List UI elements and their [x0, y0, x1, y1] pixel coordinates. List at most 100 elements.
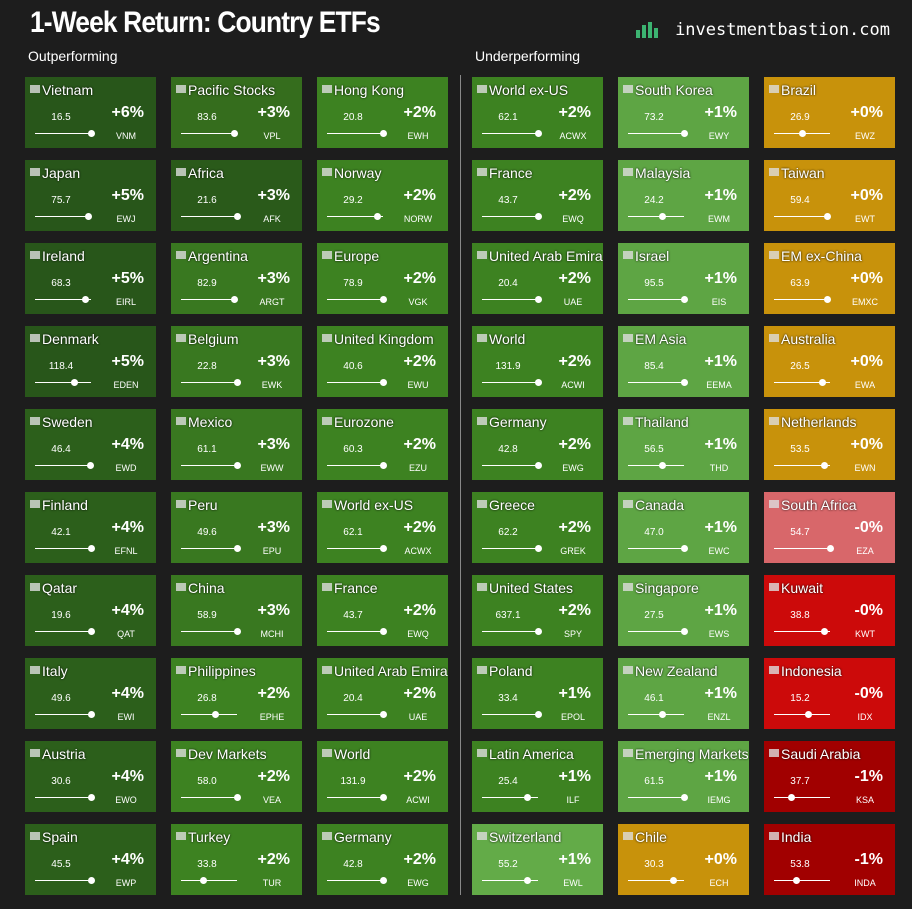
- flag: [477, 417, 487, 425]
- range-track: [774, 631, 830, 632]
- flag: [477, 251, 487, 259]
- range-track: [774, 797, 830, 798]
- weekly-return: +2%: [558, 353, 591, 370]
- flag: [30, 583, 40, 591]
- etf-tile: World ex-US 62.1 +2% ACWX: [317, 492, 448, 563]
- flag: [30, 500, 40, 508]
- weekly-return: +2%: [403, 519, 436, 536]
- weekly-return: +0%: [850, 187, 883, 204]
- weekly-return: +2%: [558, 270, 591, 287]
- flag: [176, 749, 186, 757]
- etf-tile: Chile 30.3 +0% ECH: [618, 824, 749, 895]
- ticker: QAT: [117, 629, 135, 639]
- price: 68.3: [51, 278, 71, 289]
- weekly-return: +1%: [704, 685, 737, 702]
- range-track: [181, 631, 237, 632]
- ticker: ACWI: [561, 380, 585, 390]
- etf-tile: China 58.9 +3% MCHI: [171, 575, 302, 646]
- price: 62.1: [343, 527, 363, 538]
- range-track: [35, 382, 91, 383]
- flag: [30, 251, 40, 259]
- range-track: [35, 299, 91, 300]
- ticker: ENZL: [707, 712, 731, 722]
- country-name: Ireland: [42, 248, 85, 264]
- weekly-return: +1%: [704, 768, 737, 785]
- flag: [477, 666, 487, 674]
- range-track: [628, 465, 684, 466]
- country-name: Qatar: [42, 580, 78, 596]
- flag: [30, 666, 40, 674]
- ticker: ILF: [566, 795, 580, 805]
- country-name: Dev Markets: [188, 746, 267, 762]
- ticker: ARGT: [259, 297, 285, 307]
- ticker: EWK: [261, 380, 283, 390]
- ticker: EIS: [711, 297, 727, 307]
- country-name: Singapore: [635, 580, 699, 596]
- ticker: EWN: [854, 463, 876, 473]
- country-name: Denmark: [42, 331, 99, 347]
- range-marker: [234, 462, 241, 469]
- country-name: Brazil: [781, 82, 817, 98]
- etf-tile: Italy 49.6 +4% EWI: [25, 658, 156, 729]
- range-marker: [234, 213, 241, 220]
- etf-tile: Japan 75.7 +5% EWJ: [25, 160, 156, 231]
- range-marker: [380, 794, 387, 801]
- weekly-return: +4%: [111, 519, 144, 536]
- section-title: Outperforming: [28, 48, 118, 64]
- range-marker: [681, 379, 688, 386]
- price: 20.4: [498, 278, 518, 289]
- flag: [322, 251, 332, 259]
- range-track: [774, 382, 830, 383]
- country-name: Thailand: [635, 414, 689, 430]
- ticker: VEA: [262, 795, 281, 805]
- ticker: MCHI: [260, 629, 284, 639]
- range-track: [482, 880, 538, 881]
- etf-tile: Emerging Markets 61.5 +1% IEMG: [618, 741, 749, 812]
- range-marker: [523, 877, 531, 884]
- flag: [623, 749, 633, 757]
- price: 55.2: [498, 859, 518, 870]
- range-marker: [374, 213, 382, 220]
- range-marker: [200, 877, 208, 884]
- divider: [460, 75, 461, 895]
- price: 26.8: [197, 693, 217, 704]
- price: 20.4: [343, 693, 363, 704]
- etf-tile: Australia 26.5 +0% EWA: [764, 326, 895, 397]
- flag: [322, 749, 332, 757]
- country-name: Chile: [635, 829, 667, 845]
- ticker: EWI: [117, 712, 135, 722]
- range-marker: [380, 628, 387, 635]
- range-track: [181, 465, 237, 466]
- price: 62.2: [498, 527, 518, 538]
- price: 75.7: [51, 195, 71, 206]
- country-name: United States: [489, 580, 574, 596]
- range-marker: [535, 379, 542, 386]
- range-track: [628, 631, 684, 632]
- weekly-return: +1%: [704, 436, 737, 453]
- range-track: [482, 631, 538, 632]
- etf-tile: Vietnam 16.5 +6% VNM: [25, 77, 156, 148]
- etf-tile: Canada 47.0 +1% EWC: [618, 492, 749, 563]
- flag: [477, 85, 487, 93]
- range-track: [327, 382, 383, 383]
- weekly-return: +2%: [403, 851, 436, 868]
- weekly-return: +1%: [704, 602, 737, 619]
- range-track: [774, 548, 830, 549]
- range-marker: [380, 877, 387, 884]
- range-track: [774, 880, 830, 881]
- range-track: [327, 216, 383, 217]
- range-track: [628, 299, 684, 300]
- country-name: Argentina: [188, 248, 248, 264]
- etf-tile: Belgium 22.8 +3% EWK: [171, 326, 302, 397]
- range-marker: [234, 628, 241, 635]
- ticker: EWZ: [855, 131, 875, 141]
- country-name: Peru: [188, 497, 218, 513]
- range-track: [774, 299, 830, 300]
- etf-tile: Brazil 26.9 +0% EWZ: [764, 77, 895, 148]
- range-track: [482, 133, 538, 134]
- weekly-return: +0%: [850, 270, 883, 287]
- price: 83.6: [197, 112, 217, 123]
- price: 43.7: [343, 610, 363, 621]
- range-track: [628, 133, 684, 134]
- weekly-return: +1%: [558, 768, 591, 785]
